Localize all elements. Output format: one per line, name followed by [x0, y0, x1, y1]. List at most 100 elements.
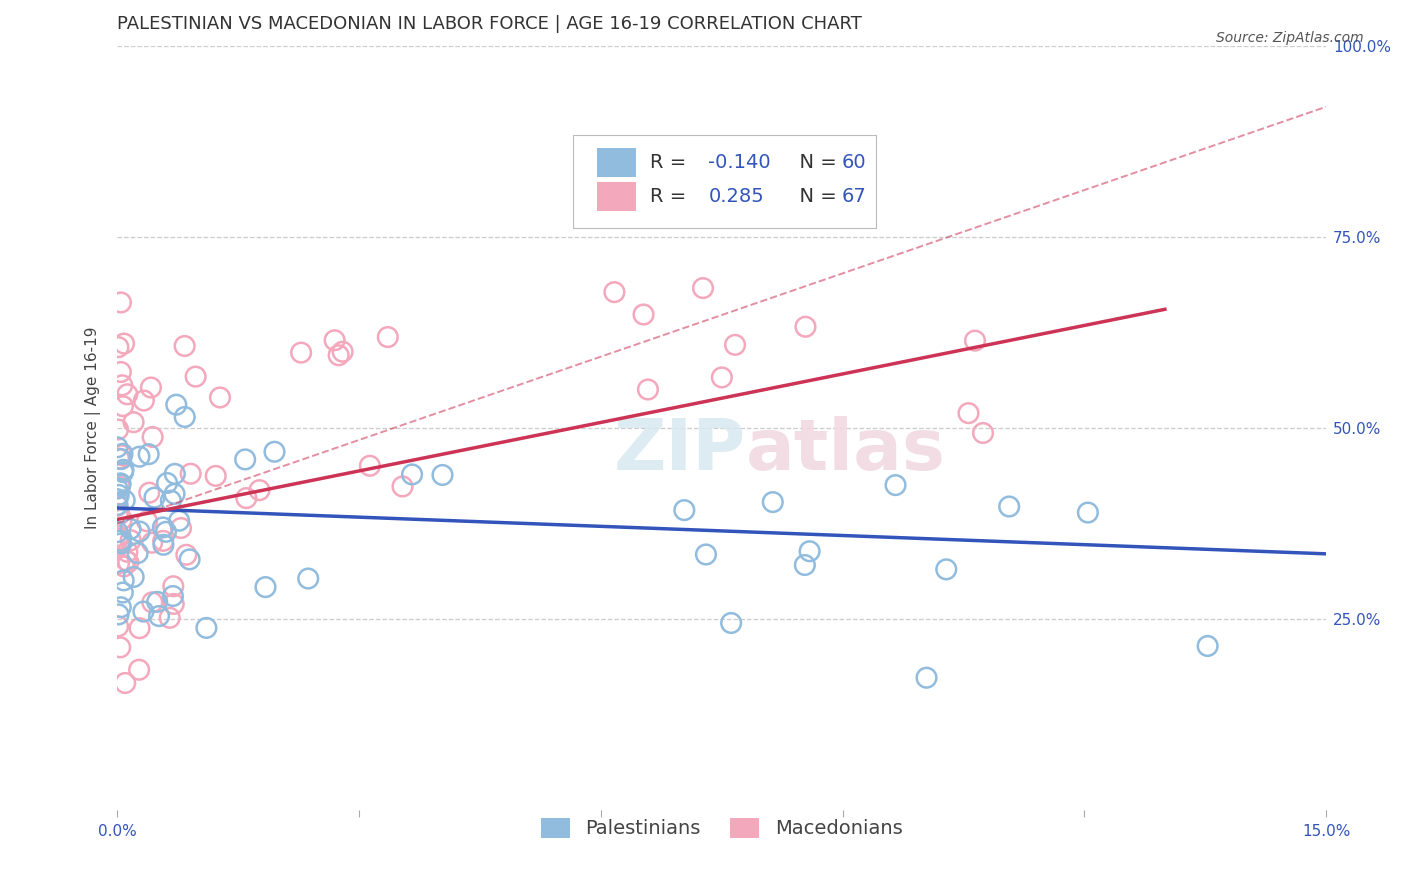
Text: N =: N =: [787, 186, 844, 206]
Point: [108, 533, 131, 548]
Point: [633, 308, 655, 322]
Point: [167, 514, 190, 528]
Point: [112, 336, 135, 351]
Point: [176, 548, 198, 562]
Point: [117, 387, 139, 401]
Point: [155, 524, 177, 539]
Point: [391, 479, 413, 493]
Point: [107, 488, 129, 502]
Point: [963, 334, 986, 348]
FancyBboxPatch shape: [574, 135, 876, 227]
Text: atlas: atlas: [745, 417, 946, 485]
Point: [111, 399, 134, 413]
Point: [132, 393, 155, 408]
Point: [138, 447, 160, 461]
Point: [128, 663, 150, 677]
Bar: [598, 182, 636, 211]
Text: -0.140: -0.140: [709, 153, 770, 172]
Point: [128, 621, 150, 635]
Point: [114, 676, 136, 690]
Point: [108, 480, 131, 494]
Point: [132, 605, 155, 619]
Point: [111, 378, 134, 392]
Point: [115, 553, 138, 567]
Point: [107, 499, 129, 513]
Point: [799, 544, 821, 558]
Point: [377, 330, 399, 344]
Point: [107, 508, 129, 522]
Point: [110, 295, 132, 310]
Point: [156, 475, 179, 490]
Point: [111, 448, 134, 462]
Point: [359, 458, 381, 473]
Text: R =: R =: [651, 186, 693, 206]
Point: [160, 493, 183, 508]
Point: [146, 595, 169, 609]
Point: [108, 508, 131, 522]
Point: [235, 491, 257, 505]
Point: [290, 345, 312, 359]
Point: [915, 671, 938, 685]
Point: [110, 477, 132, 491]
Point: [110, 600, 132, 615]
Point: [152, 538, 174, 552]
Point: [112, 559, 135, 574]
Point: [233, 452, 256, 467]
Point: [720, 615, 742, 630]
Point: [762, 495, 785, 509]
Point: [957, 406, 980, 420]
Point: [120, 522, 142, 536]
Point: [122, 415, 145, 429]
Text: ZIP: ZIP: [613, 417, 745, 485]
Point: [972, 425, 994, 440]
Point: [138, 485, 160, 500]
Point: [107, 340, 129, 354]
Point: [323, 333, 346, 347]
Point: [432, 467, 454, 482]
Point: [141, 535, 163, 549]
Point: [692, 281, 714, 295]
Bar: [598, 148, 636, 178]
Point: [107, 525, 129, 540]
Text: R =: R =: [651, 153, 693, 172]
Point: [105, 482, 128, 496]
Point: [184, 369, 207, 384]
Point: [114, 493, 136, 508]
Text: N =: N =: [787, 153, 844, 172]
Point: [111, 585, 134, 599]
Point: [112, 574, 135, 588]
Point: [1077, 506, 1099, 520]
Point: [142, 430, 165, 444]
Point: [163, 487, 186, 501]
Point: [204, 469, 226, 483]
Point: [162, 589, 184, 603]
Point: [105, 440, 128, 454]
Point: [165, 398, 187, 412]
Point: [117, 555, 139, 569]
Point: [152, 533, 174, 548]
Point: [401, 467, 423, 482]
Point: [107, 492, 129, 507]
Y-axis label: In Labor Force | Age 16-19: In Labor Force | Age 16-19: [86, 326, 101, 529]
Point: [332, 344, 354, 359]
Text: 67: 67: [841, 186, 866, 206]
Point: [263, 444, 285, 458]
Point: [108, 640, 131, 655]
Point: [107, 532, 129, 546]
Text: PALESTINIAN VS MACEDONIAN IN LABOR FORCE | AGE 16-19 CORRELATION CHART: PALESTINIAN VS MACEDONIAN IN LABOR FORCE…: [117, 15, 862, 33]
Point: [794, 319, 817, 334]
Point: [117, 545, 139, 559]
Point: [110, 365, 132, 379]
Point: [170, 521, 193, 535]
Point: [120, 533, 142, 548]
Point: [195, 621, 218, 635]
Point: [1197, 639, 1219, 653]
Text: 0.285: 0.285: [709, 186, 763, 206]
Point: [297, 572, 319, 586]
Point: [884, 478, 907, 492]
Point: [695, 548, 717, 562]
Point: [152, 520, 174, 534]
Point: [107, 607, 129, 622]
Point: [112, 465, 135, 479]
Point: [163, 597, 186, 611]
